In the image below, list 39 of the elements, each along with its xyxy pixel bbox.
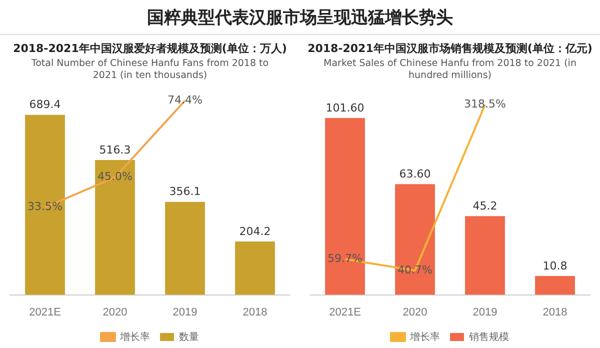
data-label: 689.4	[29, 98, 61, 112]
data-label: 356.1	[169, 185, 201, 198]
bar	[235, 242, 275, 295]
chart-title: 2018-2021年中国汉服爱好者规模及预测(单位：万人)	[12, 41, 288, 56]
legend-label: 增长率	[409, 330, 440, 343]
chart-title: 2018-2021年中国汉服市场销售规模及预测(单位：亿元)	[306, 41, 594, 56]
data-label: 45.2	[472, 200, 498, 213]
bar	[465, 216, 505, 295]
x-tick-label: 2019	[472, 306, 498, 318]
x-tick-label: 2021E	[29, 306, 61, 318]
text: 国粹典型代表汉服市场呈现迅猛增长势头	[0, 0, 600, 35]
legend-label: 增长率	[119, 330, 150, 343]
x-tick-label: 2021E	[329, 306, 361, 318]
x-tick-label: 2018	[542, 306, 568, 318]
chart-subtitle: Market Sales of Chinese Hanfu from 2018 to 2021 (in hundred millions)	[322, 57, 578, 82]
bar	[535, 276, 575, 295]
legend-label: 销售规模	[468, 330, 509, 343]
bar	[165, 202, 205, 295]
bar	[95, 160, 135, 295]
bar	[25, 114, 65, 295]
data-label: 45.0%	[98, 170, 132, 184]
x-tick-label: 2020	[402, 306, 428, 318]
data-label: 318.5%	[464, 98, 506, 111]
data-label: 59.7%	[328, 252, 362, 266]
data-label: 63.60	[399, 167, 431, 180]
data-label: 10.8	[542, 259, 568, 272]
data-label: 101.60	[326, 101, 364, 114]
chart-subtitle: Total Number of Chinese Hanfu Fans from 2018 to 2021 (in ten thousands)	[30, 57, 270, 82]
x-tick-label: 2018	[242, 306, 268, 318]
data-label: 33.5%	[28, 200, 62, 214]
data-label: 516.3	[99, 143, 131, 156]
data-label: 204.2	[239, 224, 271, 238]
data-label: 74.4%	[168, 93, 202, 106]
data-label: 40.7%	[398, 263, 432, 276]
legend-label: 数量	[179, 332, 199, 343]
x-tick-label: 2020	[102, 306, 128, 318]
bar	[325, 118, 365, 295]
x-tick-label: 2019	[172, 306, 198, 318]
bar	[395, 184, 435, 295]
